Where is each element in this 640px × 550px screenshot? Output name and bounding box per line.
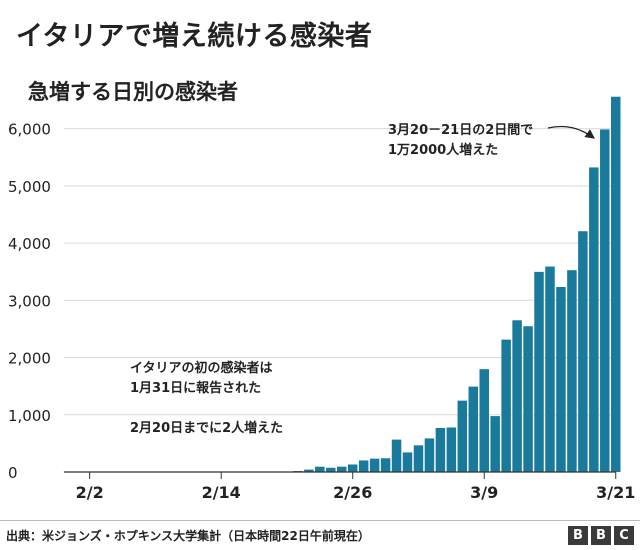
bar — [556, 286, 566, 472]
x-tick-label: 2/2 — [76, 483, 104, 502]
chart-subtitle: 急増する日別の感染者 — [28, 80, 238, 104]
bar — [600, 129, 610, 472]
bar — [446, 427, 457, 472]
bar — [523, 326, 533, 472]
footer-divider — [0, 520, 640, 521]
x-tick-label: 2/26 — [333, 483, 372, 502]
bar — [501, 339, 511, 472]
y-tick-label: 1,000 — [8, 407, 51, 425]
bar — [424, 438, 435, 472]
y-tick-label: 4,000 — [8, 235, 51, 253]
bar — [369, 458, 380, 472]
bar — [490, 416, 500, 472]
bar — [545, 266, 555, 472]
bar — [512, 320, 522, 472]
y-tick-label: 0 — [8, 464, 18, 482]
annotation-line: 1万2000人増えた — [388, 142, 498, 158]
bar — [589, 167, 599, 472]
bar — [435, 427, 446, 472]
annotation-line: 1月31日に報告された — [130, 380, 261, 396]
bbc-logo-letter-3: C — [614, 526, 634, 545]
bar — [347, 464, 358, 472]
bar — [567, 270, 577, 472]
x-tick-label: 3/9 — [470, 483, 498, 502]
bar — [578, 231, 588, 472]
y-tick-label: 2,000 — [8, 350, 51, 368]
annotation-line: イタリアの初の感染者は — [130, 360, 272, 376]
bar — [413, 445, 424, 472]
source-note: 出典：米ジョンズ・ホプキンス大学集計（日本時間22日午前現在） — [6, 529, 370, 543]
annotation-text: 3月20－21日の2日間で 1万2000人増えた — [388, 123, 533, 158]
bar — [534, 271, 544, 472]
annotation-line: 3月20－21日の2日間で — [388, 123, 533, 138]
bar — [402, 452, 413, 472]
bar — [479, 369, 489, 472]
bbc-logo-letter-2: B — [591, 526, 611, 545]
annotation-arrow — [547, 125, 595, 139]
y-tick-label: 6,000 — [8, 121, 51, 139]
bbc-logo: B B C — [568, 526, 634, 545]
bar — [337, 466, 347, 472]
y-tick-label: 3,000 — [8, 292, 51, 310]
bar — [315, 466, 325, 472]
bar — [611, 96, 621, 472]
bar — [391, 439, 402, 472]
bar — [380, 458, 391, 472]
bar-chart: 0 1,000 2,000 3,000 4,000 5,000 6,000 2/2 2/14 2/… — [8, 96, 635, 502]
y-tick-label: 5,000 — [8, 178, 51, 196]
bar — [304, 469, 314, 472]
annotation-text: イタリアの初の感染者は 1月31日に報告された 2月20日までに2人増えた — [130, 360, 283, 436]
bar — [326, 467, 336, 472]
bar — [457, 400, 468, 472]
bar — [468, 386, 479, 472]
chart-title: イタリアで増え続ける感染者 — [16, 21, 373, 52]
x-tick-label: 3/21 — [596, 483, 635, 502]
annotation-line: 2月20日までに2人増えた — [130, 420, 283, 436]
bbc-logo-letter-1: B — [568, 526, 588, 545]
bar — [358, 460, 369, 472]
x-tick-label: 2/14 — [202, 483, 241, 502]
